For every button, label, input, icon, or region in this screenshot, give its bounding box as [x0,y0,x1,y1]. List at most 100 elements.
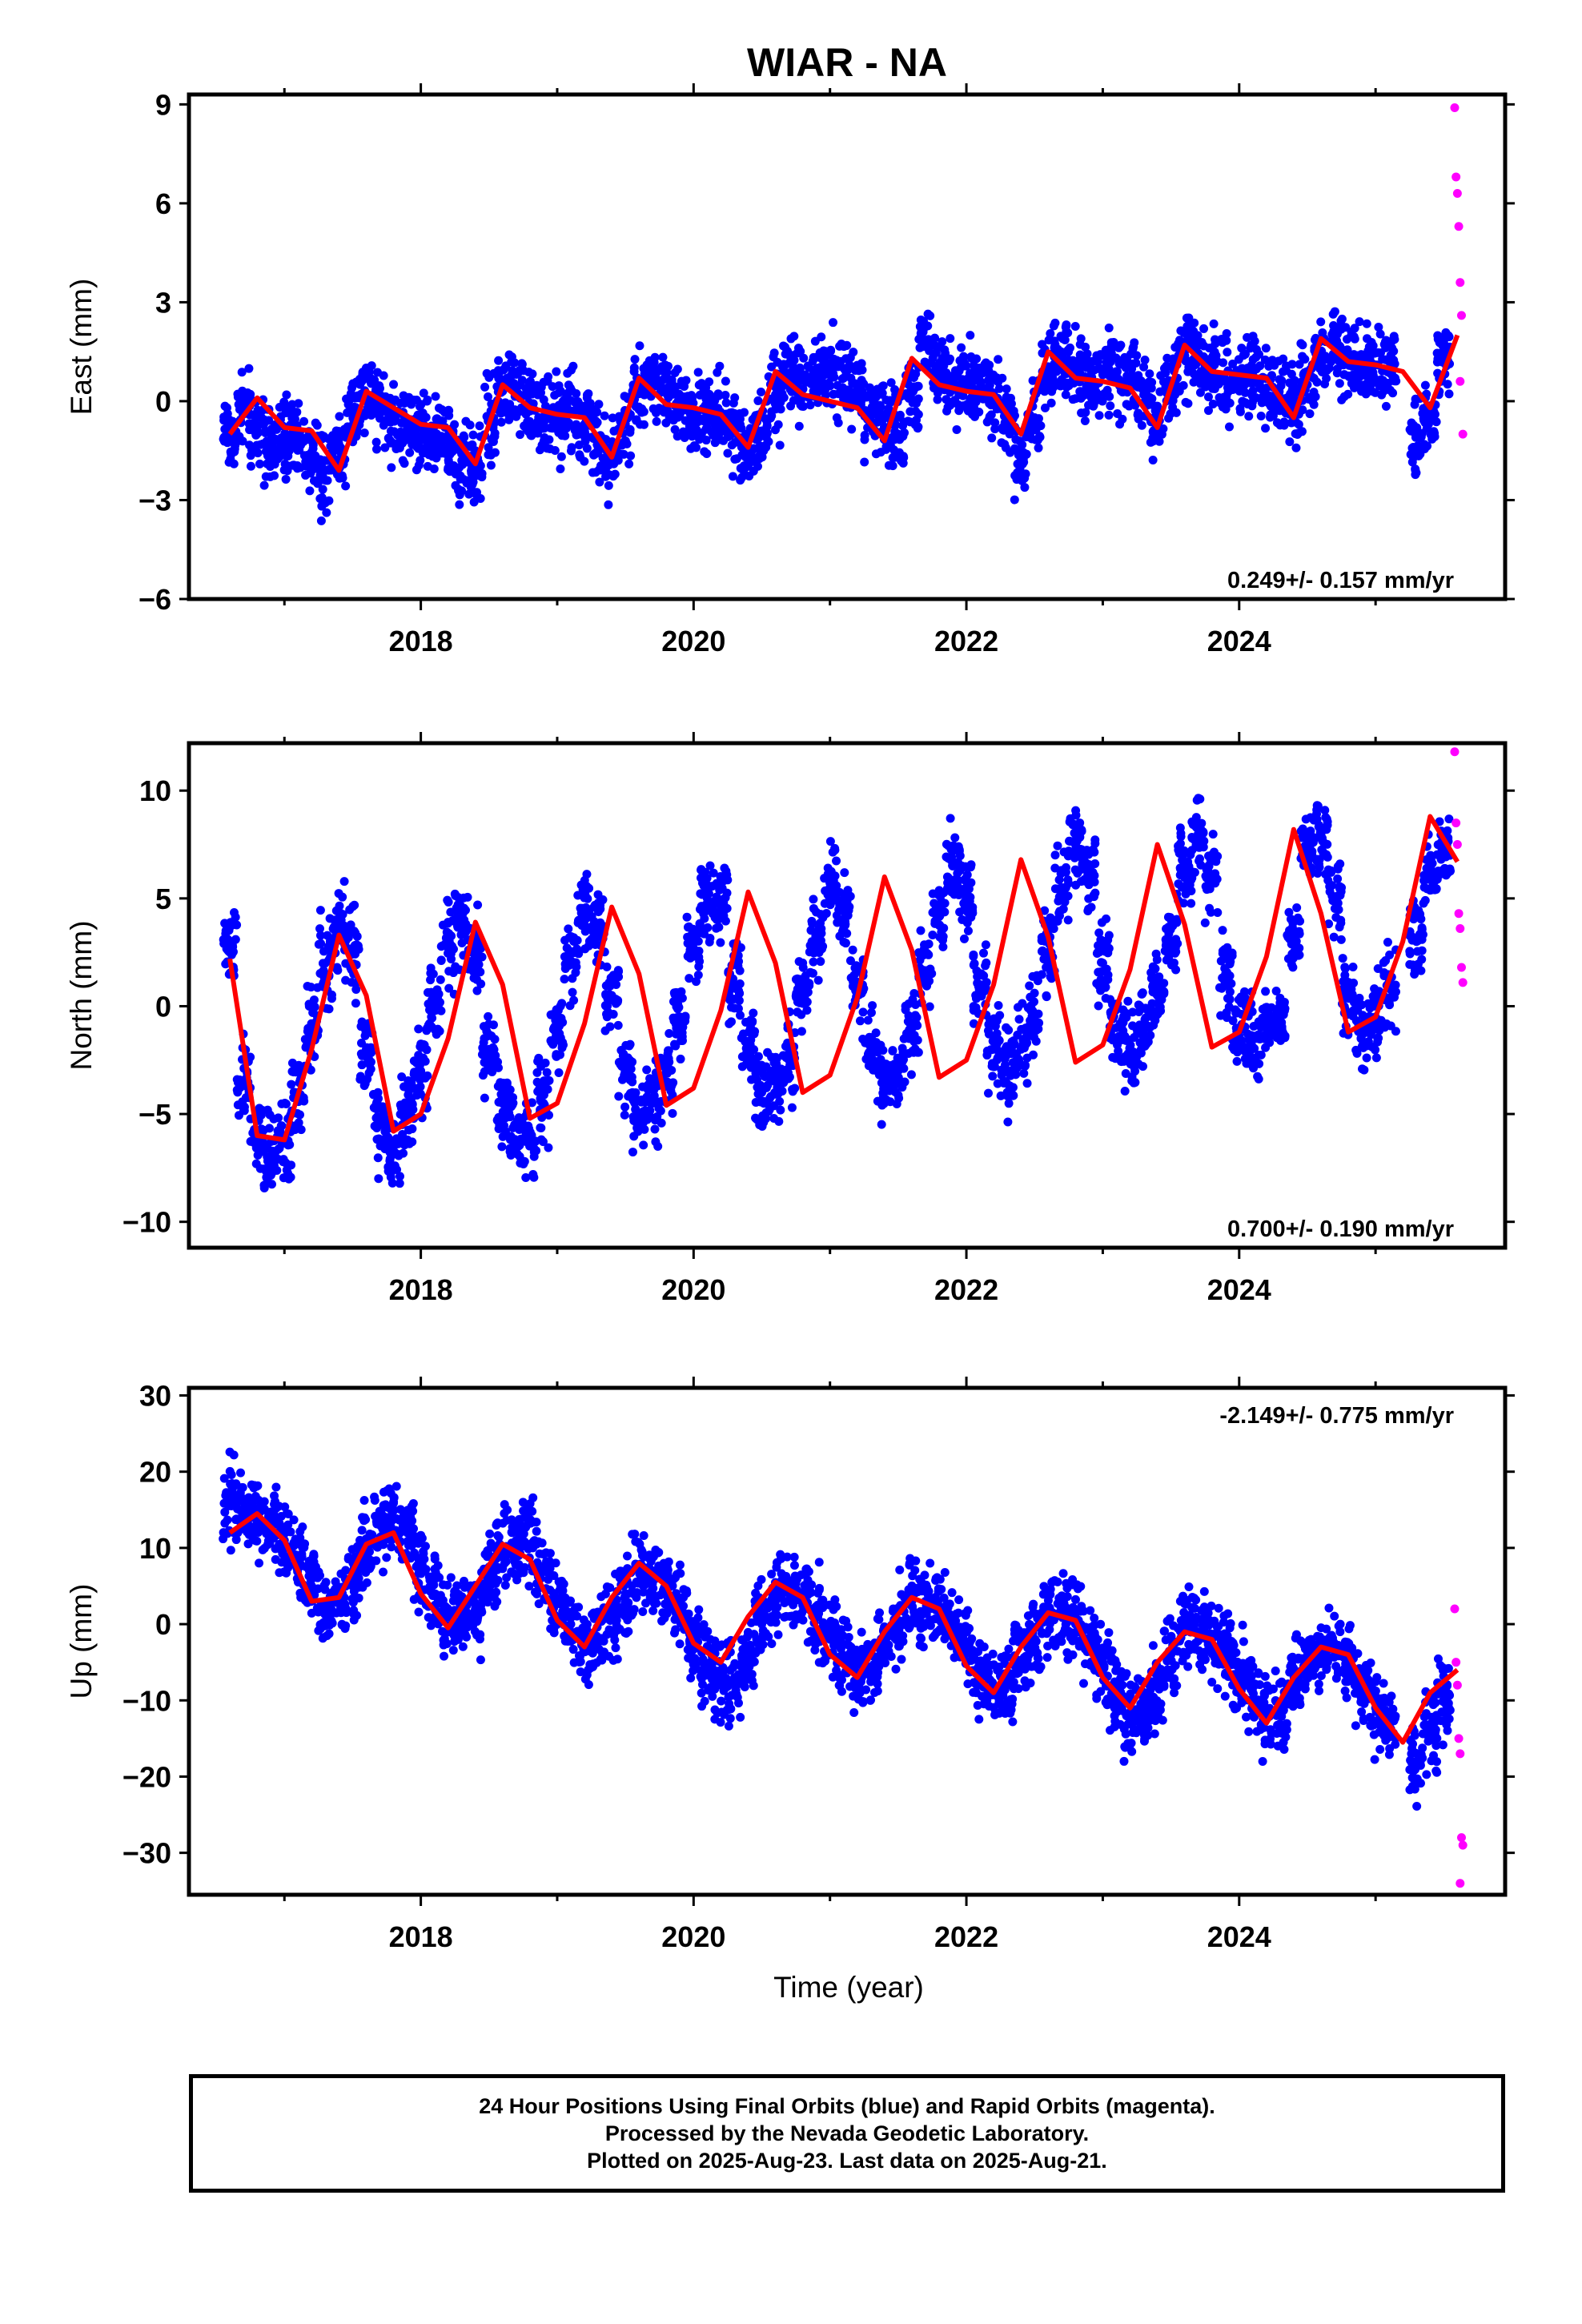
data-point [372,1124,382,1133]
data-point [693,368,703,377]
data-point [741,1017,751,1027]
data-point [973,368,982,378]
data-point [416,456,425,465]
data-point [259,480,269,490]
data-point [715,885,725,895]
data-point [1331,336,1340,346]
data-point [892,1100,901,1109]
data-point [917,334,927,344]
data-point [404,1090,413,1100]
data-point [820,910,829,919]
data-point [372,1104,382,1114]
data-point [315,924,324,934]
data-point [794,957,804,967]
data-point [422,396,432,406]
data-point [480,382,490,392]
data-point [1002,384,1011,394]
data-point [355,1072,365,1081]
data-point [795,363,805,372]
data-point [907,386,917,396]
data-point [273,1154,283,1164]
data-point [601,464,611,474]
data-point [592,920,601,930]
data-point [1106,401,1115,411]
data-point [877,1120,886,1129]
data-point [653,1141,663,1151]
data-point [480,1034,489,1043]
data-point [946,334,955,344]
data-point [255,459,264,468]
data-point [845,956,855,966]
data-point [1020,483,1030,493]
data-point [629,363,639,372]
data-point [295,432,305,441]
data-point [1145,369,1154,379]
data-point [620,1110,629,1120]
data-point [904,1049,913,1059]
data-point [430,993,440,1003]
data-point [523,1137,532,1147]
data-point [630,355,640,364]
data-point [1026,421,1036,431]
data-point [986,410,996,420]
data-point [474,959,484,969]
data-point [560,431,570,440]
rapid-point [1456,311,1466,320]
data-point [701,387,710,396]
data-point [735,988,745,998]
data-point [699,929,709,939]
data-point [1259,386,1268,396]
data-point [263,1105,272,1115]
data-point [1082,381,1091,391]
data-point [1316,317,1326,327]
data-point [868,1001,877,1011]
x-tick-label: 2020 [661,625,725,657]
data-point [1214,380,1223,389]
data-point [372,1112,382,1122]
data-point [529,1144,539,1153]
data-point [334,426,343,436]
data-point [311,418,320,428]
data-point [710,396,720,405]
data-point [344,396,354,405]
data-point [592,408,602,417]
data-point [1148,455,1158,464]
data-point [721,391,730,400]
data-point [847,424,857,434]
data-point [1285,437,1295,447]
data-point [762,429,772,439]
data-point [921,972,930,982]
data-point [568,987,577,997]
data-point [1243,377,1252,387]
data-point [805,941,815,951]
data-point [966,331,975,340]
data-point [891,420,901,430]
data-point [1291,417,1301,427]
data-point [1053,344,1062,354]
data-point [412,465,421,475]
data-point [276,433,286,443]
data-point [741,1037,750,1047]
data-point [712,923,721,933]
data-point [865,383,874,392]
data-point [505,1085,515,1095]
data-point [309,476,319,485]
data-point [219,433,229,443]
data-point [713,899,722,908]
data-point [447,955,456,964]
data-point [490,428,500,438]
data-point [1330,307,1339,316]
data-point [642,1115,652,1124]
data-point [420,1040,429,1050]
data-point [1389,356,1399,365]
data-point [1249,377,1259,387]
data-point [837,374,847,384]
data-point [739,466,749,476]
data-point [606,973,616,983]
data-point [1046,398,1056,408]
data-point [723,448,733,458]
data-point [561,952,571,962]
data-point [926,311,935,320]
data-point [375,413,384,423]
data-point [898,432,908,441]
